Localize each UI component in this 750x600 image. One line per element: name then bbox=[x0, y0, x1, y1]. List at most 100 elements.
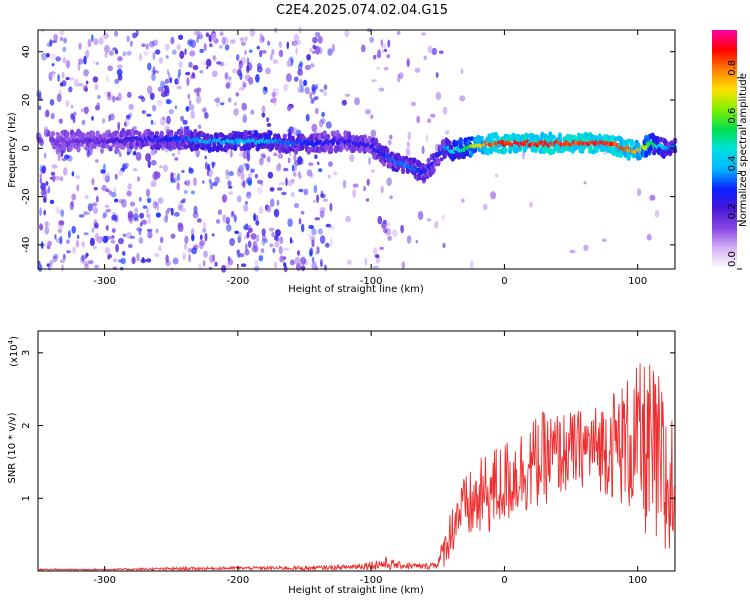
spectrogram-noise-blob bbox=[231, 68, 238, 74]
spectrogram-ridge-halo bbox=[55, 132, 60, 136]
spectrogram-noise-blob bbox=[261, 105, 266, 113]
spectrogram-noise-blob bbox=[233, 108, 239, 116]
spectrogram-noise-blob bbox=[398, 72, 404, 79]
spectrogram-noise-blob bbox=[103, 44, 110, 53]
spectrogram-noise-blob bbox=[38, 263, 43, 272]
spectrogram-noise-blob bbox=[250, 168, 255, 173]
snr-x-tick-label: -300 bbox=[93, 575, 116, 586]
spectrogram-noise-blob bbox=[141, 110, 146, 114]
spectrogram-noise-blob bbox=[125, 162, 129, 168]
spectrogram-noise-blob bbox=[369, 36, 375, 43]
spectrogram-noise-blob bbox=[49, 260, 53, 266]
spectrogram-noise-blob bbox=[113, 186, 117, 193]
spectrogram-noise-blob bbox=[243, 82, 247, 88]
spectrogram-noise-blob bbox=[327, 48, 333, 56]
spectrogram-noise-blob bbox=[236, 168, 241, 177]
spectrogram-noise-blob bbox=[192, 211, 199, 219]
spectrogram-ridge-core bbox=[644, 144, 649, 150]
spectrogram-noise-blob bbox=[126, 35, 130, 43]
spectrogram-noise-blob bbox=[317, 228, 323, 235]
spectrogram-noise-blob bbox=[52, 174, 56, 183]
spectrogram-noise-blob bbox=[53, 33, 58, 42]
spectrogram-noise-blob bbox=[298, 188, 304, 193]
spectrogram-noise-blob bbox=[344, 93, 350, 97]
spectrogram-noise-blob bbox=[435, 72, 439, 79]
spectrogram-noise-blob bbox=[137, 176, 140, 182]
spectrogram-noise-blob bbox=[75, 239, 80, 248]
spectrogram-noise-blob bbox=[151, 104, 157, 112]
spectrogram-noise-blob bbox=[102, 118, 106, 124]
spectrogram-noise-blob bbox=[114, 30, 119, 37]
spectrogram-noise-blob bbox=[141, 219, 147, 225]
spectrogram-noise-blob bbox=[242, 114, 248, 123]
spectrogram-noise-blob bbox=[482, 203, 488, 211]
spectrogram-noise-blob bbox=[202, 260, 206, 267]
spectrogram-noise-blob bbox=[380, 39, 384, 47]
spectrogram-noise-blob bbox=[39, 164, 44, 174]
spectrogram-x-label: Height of straight line (km) bbox=[288, 284, 424, 295]
spectrogram-noise-blob bbox=[286, 60, 291, 67]
spectrogram-noise-blob bbox=[78, 42, 82, 50]
spectrogram-noise-blob bbox=[138, 196, 142, 202]
spectrogram-noise-blob bbox=[150, 149, 156, 156]
spectrogram-noise-blob bbox=[254, 76, 259, 80]
spectrogram-noise-blob bbox=[266, 205, 272, 213]
spectrogram-noise-blob bbox=[314, 31, 321, 37]
spectrogram-noise-blob bbox=[279, 236, 284, 244]
spectrogram-noise-blob bbox=[104, 51, 108, 58]
spectrogram-noise-blob bbox=[228, 170, 234, 177]
spectrogram-noise-blob bbox=[290, 191, 295, 198]
spectrogram-ridge-halo bbox=[439, 157, 444, 162]
spectrogram-noise-blob bbox=[238, 60, 243, 69]
spectrogram-noise-blob bbox=[202, 180, 205, 184]
spectrogram-noise-blob bbox=[129, 235, 135, 239]
spectrogram-noise-blob bbox=[178, 68, 182, 77]
spectrogram-noise-blob bbox=[244, 201, 249, 205]
spectrogram-noise-blob bbox=[178, 61, 183, 68]
spectrogram-noise-blob bbox=[165, 55, 169, 59]
spectrogram-ridge-halo bbox=[247, 130, 252, 136]
spectrogram-ridge-halo bbox=[242, 143, 247, 151]
spectrogram-noise-blob bbox=[122, 233, 127, 238]
spectrogram-noise-blob bbox=[406, 235, 412, 244]
spectrogram-noise-blob bbox=[162, 164, 169, 172]
spectrogram-noise-blob bbox=[158, 245, 162, 252]
spectrogram-noise-blob bbox=[49, 199, 55, 204]
spectrogram-noise-blob bbox=[235, 92, 240, 97]
spectrogram-noise-blob bbox=[327, 174, 331, 179]
snr-series-layer bbox=[37, 363, 676, 572]
spectrogram-noise-blob bbox=[421, 32, 426, 36]
spectrogram-noise-blob bbox=[270, 53, 273, 61]
spectrogram-noise-blob bbox=[43, 196, 47, 202]
colorbar-gradient bbox=[712, 30, 737, 269]
spectrogram-noise-blob bbox=[63, 167, 68, 176]
spectrogram-noise-blob bbox=[354, 97, 360, 106]
spectrogram-noise-blob bbox=[374, 254, 380, 258]
colorbar-tick-label: 0.4 bbox=[727, 155, 738, 171]
spectrogram-noise-blob bbox=[155, 49, 161, 55]
spectrogram-noise-blob bbox=[230, 149, 233, 158]
spectrogram-noise-blob bbox=[84, 253, 88, 260]
spectrogram-noise-blob bbox=[174, 157, 179, 161]
spectrogram-noise-blob bbox=[298, 78, 303, 88]
spectrogram-noise-blob bbox=[171, 49, 177, 55]
spectrogram-noise-blob bbox=[184, 242, 187, 251]
spectrogram-noise-blob bbox=[39, 177, 42, 184]
spectrogram-noise-blob bbox=[346, 259, 352, 265]
spectrogram-noise-blob bbox=[152, 66, 156, 75]
spectrogram-noise-blob bbox=[371, 79, 377, 83]
spectrogram-noise-blob bbox=[320, 190, 324, 198]
spectrogram-frame bbox=[37, 29, 676, 270]
spectrogram-ridge-halo bbox=[114, 145, 120, 152]
spectrogram-noise-blob bbox=[460, 68, 464, 74]
spectrogram-noise-blob bbox=[125, 117, 130, 127]
spectrogram-noise-blob bbox=[182, 251, 186, 260]
spectrogram-noise-blob bbox=[65, 60, 71, 69]
spectrogram-noise-blob bbox=[150, 159, 157, 166]
spectrogram-noise-blob bbox=[380, 43, 387, 49]
spectrogram-ridge-halo bbox=[636, 142, 641, 147]
spectrogram-noise-blob bbox=[379, 246, 384, 250]
spectrogram-noise-blob bbox=[191, 247, 198, 255]
spectrogram-noise-blob bbox=[364, 257, 368, 266]
spectrogram-ridge-halo bbox=[154, 131, 160, 136]
